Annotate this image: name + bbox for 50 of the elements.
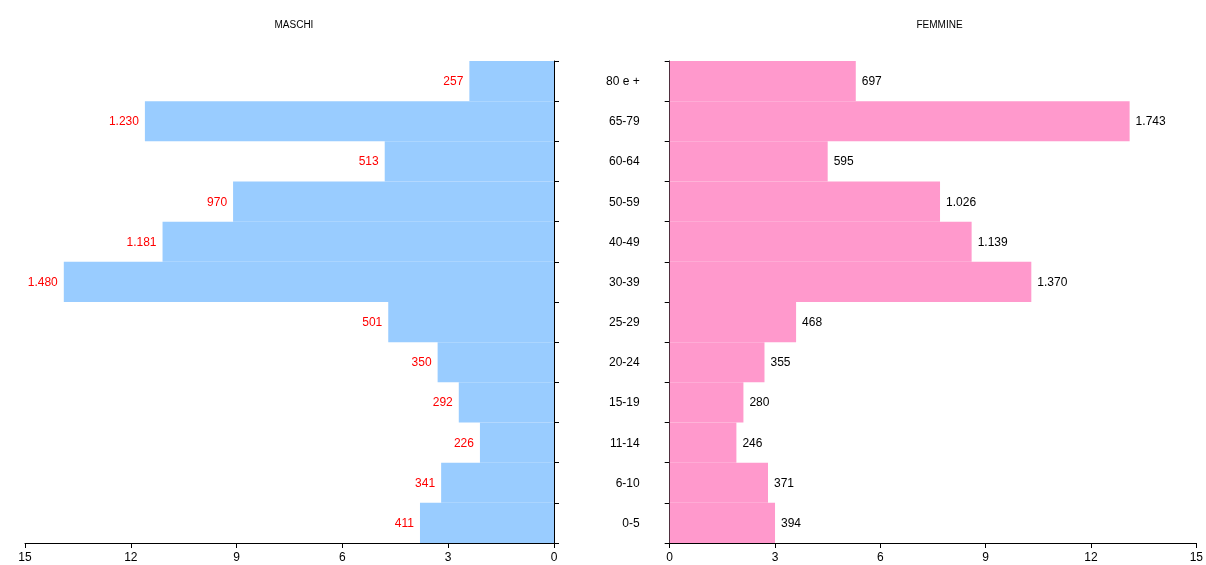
x-tick-label: 12: [124, 550, 138, 564]
annotation: 257: [443, 74, 464, 89]
y-tick-label: 80 e +: [605, 74, 640, 89]
x-tick-label: 15: [18, 550, 32, 564]
x-tick-label: 15: [1189, 550, 1204, 564]
x-tick-label: 0: [550, 550, 558, 564]
chart-title: FEMMINE: [916, 18, 963, 30]
x-tick-label: 12: [1084, 550, 1098, 564]
x-tick-label: 6: [339, 550, 347, 564]
x-tick-label: 9: [233, 550, 241, 564]
annotation: 501: [362, 315, 383, 330]
annotation: 1.480: [27, 274, 59, 289]
y-tick-label: 11-14: [609, 435, 641, 450]
annotation: 513: [358, 154, 380, 169]
annotation: 411: [394, 515, 415, 530]
annotation: 246: [742, 435, 763, 450]
annotation: 371: [774, 475, 795, 490]
annotation: 595: [833, 154, 855, 169]
annotation: 226: [453, 435, 475, 450]
y-tick-label: 25-29: [608, 315, 641, 330]
annotation: 1.139: [977, 234, 1008, 249]
y-tick-label: 15-19: [608, 395, 641, 410]
y-tick-label: 20-24: [608, 355, 641, 370]
x-tick-label: 3: [771, 550, 779, 564]
annotation: 292: [432, 395, 454, 410]
annotation: 697: [861, 74, 883, 89]
annotation: 341: [415, 475, 436, 490]
annotation: 394: [781, 515, 802, 530]
y-tick-label: 50-59: [608, 194, 641, 209]
y-tick-label: 65-79: [608, 114, 641, 129]
annotation: 355: [770, 355, 791, 370]
y-tick-label: 40-49: [608, 234, 641, 249]
x-tick-label: 0: [666, 550, 674, 564]
annotation: 350: [411, 355, 432, 370]
annotation: 468: [802, 315, 823, 330]
annotation: 1.743: [1135, 114, 1166, 129]
chart-title: MASCHI: [274, 18, 314, 30]
y-tick-label: 0-5: [622, 515, 641, 530]
annotation: 1.026: [946, 194, 977, 209]
y-tick-label: 30-39: [608, 274, 641, 289]
x-tick-label: 9: [982, 550, 990, 564]
annotation: 1.370: [1037, 274, 1068, 289]
annotation: 970: [207, 194, 228, 209]
annotation: 280: [749, 395, 770, 410]
annotation: 1.230: [108, 114, 140, 129]
y-tick-label: 6-10: [615, 475, 641, 490]
x-tick-label: 3: [444, 550, 452, 564]
y-tick-label: 60-64: [608, 154, 641, 169]
annotation: 1.181: [126, 234, 157, 249]
x-tick-label: 6: [877, 550, 885, 564]
